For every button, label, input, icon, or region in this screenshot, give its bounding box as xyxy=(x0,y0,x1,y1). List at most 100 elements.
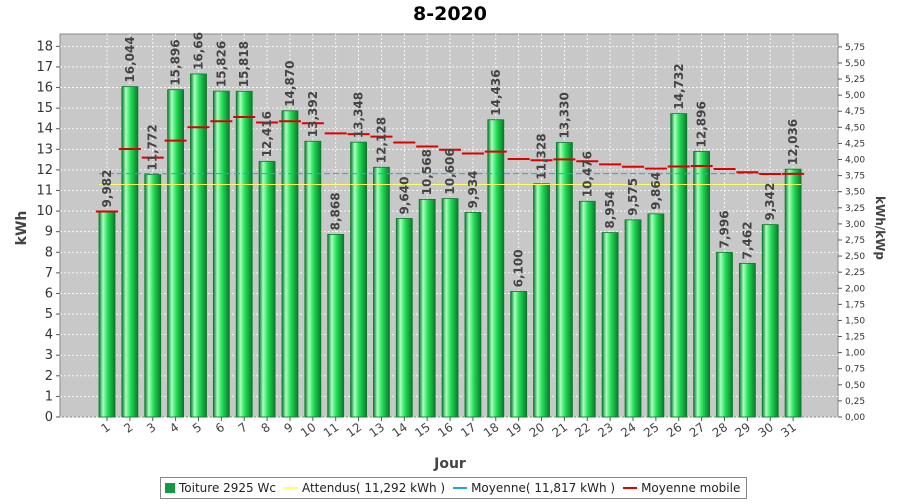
x-tick-label: 19 xyxy=(504,420,525,440)
bar-data-label: 11,772 xyxy=(146,124,160,170)
x-axis-label: Jour xyxy=(433,456,466,472)
x-tick-label: 30 xyxy=(755,420,776,440)
bar-data-label: 10,476 xyxy=(580,151,594,197)
bar-data-label: 12,128 xyxy=(374,117,388,163)
bar xyxy=(578,200,596,418)
bar-data-label: 7,462 xyxy=(740,221,754,259)
legend-label-toiture: Toiture 2925 Wc xyxy=(179,481,276,495)
bar xyxy=(373,166,390,418)
legend-swatch-moyenne xyxy=(453,487,468,489)
bar xyxy=(190,73,207,418)
bar-data-label: 8,954 xyxy=(603,191,617,229)
bar xyxy=(281,110,299,418)
x-tick-label: 17 xyxy=(458,420,479,440)
x-tick-label: 13 xyxy=(367,420,388,440)
bar xyxy=(533,183,550,418)
y-tick-label: 17 xyxy=(36,60,53,75)
y2-tick-label: 2,50 xyxy=(845,252,865,262)
y-tick-label: 9 xyxy=(45,225,53,240)
x-tick-label: 14 xyxy=(389,420,410,440)
bar-data-label: 14,870 xyxy=(283,60,297,106)
legend-swatch-attendus xyxy=(283,487,298,489)
y2-tick-label: 1,75 xyxy=(845,300,865,310)
x-tick-label: 10 xyxy=(298,420,319,440)
bar xyxy=(258,160,276,418)
y2-tick-label: 3,75 xyxy=(845,172,865,182)
y2-tick-label: 0,75 xyxy=(845,365,865,375)
bar-data-label: 12,416 xyxy=(260,111,274,157)
legend-item-attendus: Attendus( 11,292 kWh ) xyxy=(283,481,446,495)
bar-data-label: 15,826 xyxy=(214,41,228,87)
y-axis-label: kWh xyxy=(14,211,30,246)
bar xyxy=(327,233,345,418)
bar-data-label: 9,864 xyxy=(649,172,663,210)
x-tick-label: 26 xyxy=(664,420,685,440)
bar-data-label: 15,818 xyxy=(237,41,251,87)
chart-title: 8-2020 xyxy=(413,3,487,25)
x-tick-label: 8 xyxy=(259,420,273,436)
y2-tick-label: 5,50 xyxy=(845,59,865,69)
x-tick-label: 23 xyxy=(595,420,616,440)
bar-data-label: 10,606 xyxy=(443,148,457,194)
y2-tick-label: 5,00 xyxy=(845,91,865,101)
bar xyxy=(510,290,528,418)
legend-label-attendus: Attendus( 11,292 kWh ) xyxy=(301,481,446,495)
y-tick-label: 10 xyxy=(36,204,53,219)
y-tick-label: 18 xyxy=(36,39,53,54)
bar-data-label: 10,568 xyxy=(420,149,434,195)
x-tick-label: 27 xyxy=(687,420,708,440)
x-tick-label: 12 xyxy=(344,420,365,440)
y2-tick-label: 4,00 xyxy=(845,156,865,166)
bar-data-label: 13,330 xyxy=(557,92,571,138)
legend-label-moyenne: Moyenne( 11,817 kWh ) xyxy=(471,481,616,495)
y-tick-label: 0 xyxy=(45,410,53,425)
bar xyxy=(418,198,436,418)
x-tick-label: 5 xyxy=(190,420,204,436)
x-tick-label: 2 xyxy=(121,420,135,436)
y-tick-label: 11 xyxy=(36,183,53,198)
y-tick-label: 6 xyxy=(45,286,53,301)
bar-data-label: 11,328 xyxy=(535,133,549,179)
x-tick-label: 29 xyxy=(733,420,754,440)
bar xyxy=(121,86,139,418)
y-tick-label: 1 xyxy=(45,389,53,404)
x-tick-label: 11 xyxy=(321,420,342,440)
bar-data-label: 12,896 xyxy=(695,101,709,147)
x-tick-label: 15 xyxy=(412,420,433,440)
bar-data-label: 14,436 xyxy=(489,69,503,115)
bar-data-label: 9,934 xyxy=(466,170,480,208)
bar xyxy=(167,89,185,418)
y2-tick-label: 3,50 xyxy=(845,188,865,198)
y2-tick-label: 1,50 xyxy=(845,316,865,326)
x-tick-label: 22 xyxy=(572,420,593,440)
x-tick-label: 4 xyxy=(167,420,181,436)
y2-tick-label: 0,25 xyxy=(845,397,865,407)
x-tick-label: 31 xyxy=(778,420,799,440)
bar xyxy=(304,140,322,418)
y-tick-label: 2 xyxy=(45,369,53,384)
legend: Toiture 2925 Wc Attendus( 11,292 kWh ) M… xyxy=(160,477,748,499)
y-tick-label: 12 xyxy=(36,163,53,178)
y2-tick-label: 0,50 xyxy=(845,381,865,391)
y-tick-label: 16 xyxy=(36,81,53,96)
y-tick-label: 4 xyxy=(45,328,53,343)
x-tick-label: 9 xyxy=(281,420,295,436)
bar xyxy=(144,174,162,418)
y2-tick-label: 0,00 xyxy=(845,413,865,423)
bar xyxy=(350,141,367,418)
x-tick-label: 3 xyxy=(144,420,158,436)
bar-data-label: 12,036 xyxy=(786,119,800,165)
x-tick-label: 21 xyxy=(550,420,571,440)
y2-tick-label: 1,25 xyxy=(845,333,865,343)
y2-tick-label: 3,25 xyxy=(845,204,865,214)
x-tick-label: 25 xyxy=(641,420,662,440)
x-tick-label: 28 xyxy=(710,420,731,440)
y2-tick-label: 4,25 xyxy=(845,139,865,149)
bar-data-label: 9,640 xyxy=(397,177,411,215)
bar xyxy=(761,224,779,418)
x-tick-label: 18 xyxy=(481,420,502,440)
y2-tick-label: 2,25 xyxy=(845,268,865,278)
legend-item-moyenne-mobile: Moyenne mobile xyxy=(623,481,740,495)
